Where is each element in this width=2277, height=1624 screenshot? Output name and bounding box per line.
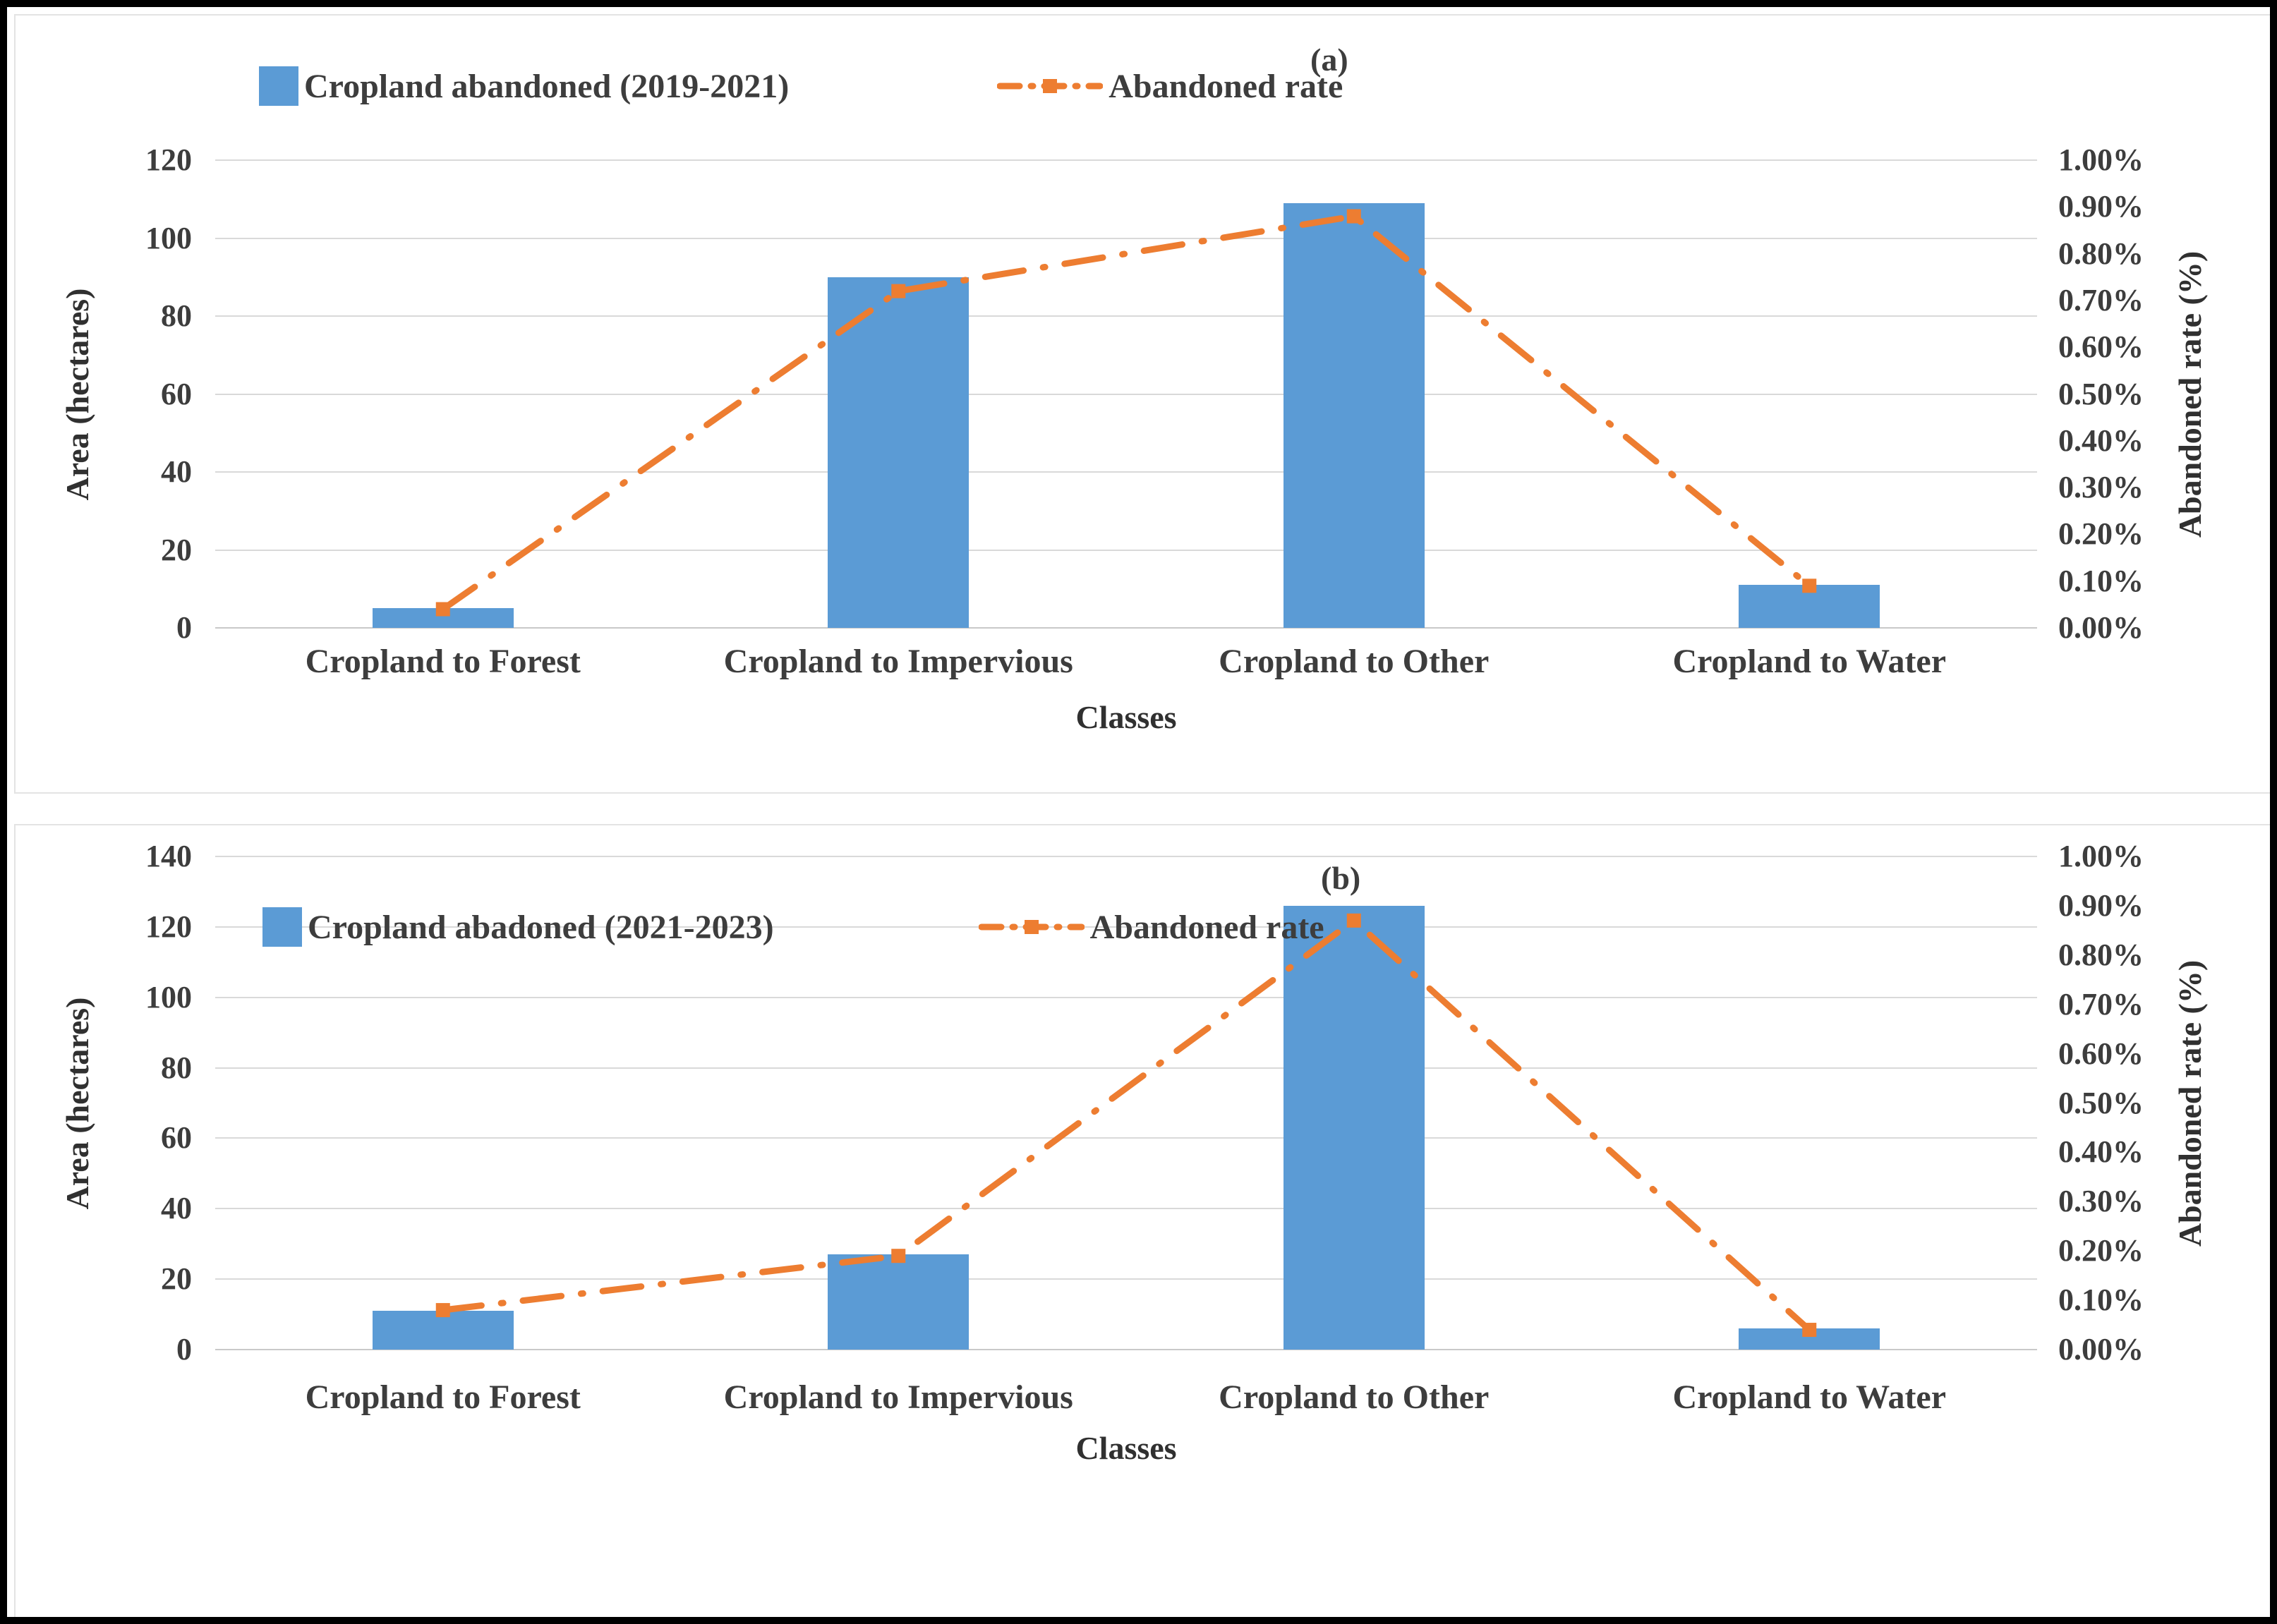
legend: Cropland abadoned (2021-2023) Abandoned r… bbox=[262, 907, 1324, 947]
bar-cropland-to-impervious bbox=[828, 277, 970, 628]
y2-axis-tick: 0.00% bbox=[2058, 1332, 2144, 1367]
y2-axis-tick: 0.20% bbox=[2058, 1233, 2144, 1268]
gridline bbox=[215, 237, 2037, 239]
y2-axis-tick: 0.60% bbox=[2058, 1036, 2144, 1071]
y2-axis-tick: 1.00% bbox=[2058, 143, 2144, 177]
bar-cropland-to-water bbox=[1739, 1328, 1880, 1350]
chart-panel-b: 140 120 100 80 60 40 20 0 1.00% 0.90% 0.80% 0.70% 0.… bbox=[14, 824, 2270, 1617]
y-axis-tick: 140 bbox=[145, 839, 192, 873]
legend-label-bar: Cropland abandoned (2019-2021) bbox=[304, 67, 790, 105]
y2-axis-tick: 0.30% bbox=[2058, 470, 2144, 505]
x-axis-title: Classes bbox=[1075, 1430, 1177, 1466]
legend-label-bar: Cropland abadoned (2021-2023) bbox=[308, 908, 774, 946]
y-axis-title: Area (hectares) bbox=[59, 997, 95, 1209]
y-axis-tick: 80 bbox=[161, 1050, 192, 1085]
gridline bbox=[215, 1278, 2037, 1280]
y-axis-tick: 40 bbox=[161, 1191, 192, 1226]
y-axis-tick: 20 bbox=[161, 532, 192, 567]
legend-bar-swatch-icon bbox=[259, 66, 298, 106]
y2-axis-tick: 0.70% bbox=[2058, 282, 2144, 317]
y-axis-tick: 60 bbox=[161, 376, 192, 411]
y2-axis-tick: 0.80% bbox=[2058, 937, 2144, 972]
y2-axis-tick: 0.80% bbox=[2058, 236, 2144, 271]
x-axis-title: Classes bbox=[1075, 699, 1177, 735]
legend-entry-bar: Cropland abandoned (2019-2021) bbox=[259, 66, 789, 106]
bar-cropland-to-other bbox=[1283, 202, 1425, 628]
y-axis-tick: 60 bbox=[161, 1120, 192, 1156]
legend: Cropland abandoned (2019-2021) Abandoned … bbox=[259, 66, 1343, 106]
y-axis-tick: 0 bbox=[176, 610, 192, 645]
y2-axis-tick: 0.00% bbox=[2058, 610, 2144, 645]
y2-axis-tick: 0.40% bbox=[2058, 1134, 2144, 1170]
legend-label-line: Abandoned rate bbox=[1109, 67, 1343, 105]
gridline bbox=[215, 1137, 2037, 1139]
chart-panel-a: 120 100 80 60 40 20 0 1.00% 0.90% 0.80% 0.70% 0.60%… bbox=[14, 14, 2270, 794]
gridline bbox=[215, 315, 2037, 317]
x-category-label: Cropland to Impervious bbox=[723, 643, 1073, 680]
bar-cropland-to-impervious bbox=[828, 1254, 970, 1350]
rate-line-path bbox=[440, 916, 1813, 1333]
bar-cropland-to-other bbox=[1283, 905, 1425, 1350]
y2-axis-tick: 0.90% bbox=[2058, 887, 2144, 923]
y2-axis-tick: 0.30% bbox=[2058, 1184, 2144, 1219]
legend-entry-line: Abandoned rate bbox=[997, 67, 1343, 106]
x-category-label: Cropland to Water bbox=[1672, 643, 1947, 680]
gridline bbox=[215, 996, 2037, 998]
y-axis-title: Area (hectares) bbox=[59, 288, 95, 500]
y2-axis-tick: 0.50% bbox=[2058, 1085, 2144, 1120]
legend-entry-bar: Cropland abadoned (2021-2023) bbox=[262, 907, 774, 947]
gridline bbox=[215, 159, 2037, 161]
legend-label-line: Abandoned rate bbox=[1089, 908, 1324, 946]
y2-axis-tick: 0.10% bbox=[2058, 563, 2144, 598]
gridline bbox=[215, 627, 2037, 629]
y-axis-tick: 0 bbox=[176, 1332, 192, 1367]
y-axis-tick: 40 bbox=[161, 454, 192, 489]
x-category-label: Cropland to Forest bbox=[305, 643, 581, 680]
bar-cropland-to-forest bbox=[372, 608, 514, 628]
legend-line-marker-icon bbox=[978, 920, 1085, 934]
y2-axis-tick: 0.70% bbox=[2058, 986, 2144, 1022]
x-category-label: Cropland to Forest bbox=[305, 1378, 581, 1416]
gridline bbox=[215, 1349, 2037, 1350]
gridline bbox=[215, 856, 2037, 857]
bar-cropland-to-water bbox=[1739, 585, 1880, 628]
y2-axis-tick: 0.60% bbox=[2058, 329, 2144, 365]
y-axis-tick: 20 bbox=[161, 1261, 192, 1297]
gridline bbox=[215, 393, 2037, 395]
y2-axis-tick: 0.20% bbox=[2058, 516, 2144, 552]
y-axis-tick: 120 bbox=[145, 143, 192, 177]
panel-label: (a) bbox=[1310, 42, 1348, 78]
panel-label: (b) bbox=[1321, 860, 1361, 896]
y2-axis-tick: 1.00% bbox=[2058, 839, 2144, 873]
y-axis-tick: 120 bbox=[145, 909, 192, 944]
y2-axis-tick: 0.40% bbox=[2058, 423, 2144, 458]
x-category-label: Cropland to Water bbox=[1672, 1378, 1947, 1416]
legend-entry-line: Abandoned rate bbox=[978, 908, 1324, 947]
y-axis-tick: 100 bbox=[145, 220, 192, 255]
legend-line-marker-icon bbox=[997, 79, 1104, 93]
gridline bbox=[215, 549, 2037, 551]
gridline bbox=[215, 471, 2037, 473]
y2-axis-title: Abandoned rate (%) bbox=[2172, 959, 2208, 1247]
y2-axis-tick: 0.50% bbox=[2058, 376, 2144, 411]
x-category-label: Cropland to Other bbox=[1219, 643, 1490, 680]
y2-axis-tick: 0.10% bbox=[2058, 1283, 2144, 1318]
x-category-label: Cropland to Impervious bbox=[723, 1378, 1073, 1416]
y2-axis-title: Abandoned rate (%) bbox=[2172, 250, 2208, 538]
y-axis-tick: 100 bbox=[145, 979, 192, 1014]
legend-bar-swatch-icon bbox=[262, 907, 302, 947]
y2-axis-tick: 0.90% bbox=[2058, 189, 2144, 224]
y-axis-tick: 80 bbox=[161, 298, 192, 333]
gridline bbox=[215, 1067, 2037, 1069]
gridline bbox=[215, 1208, 2037, 1210]
x-category-label: Cropland to Other bbox=[1219, 1378, 1490, 1416]
bar-cropland-to-forest bbox=[372, 1311, 514, 1350]
